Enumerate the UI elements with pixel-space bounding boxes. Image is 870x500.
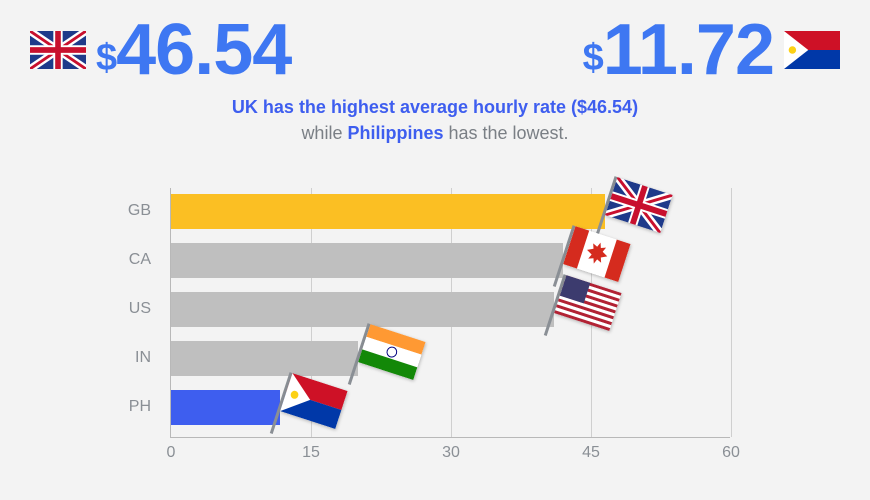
chart-plot-area: 015304560GB CA US IN PH: [170, 188, 730, 438]
caption: UK has the highest average hourly rate (…: [0, 94, 870, 146]
stat-high-value: $46.54: [96, 14, 291, 86]
bar: [171, 243, 563, 278]
gb-flag-icon: [601, 176, 674, 237]
stat-high: $46.54: [30, 14, 291, 86]
x-axis-label: 15: [302, 444, 320, 462]
x-axis-label: 0: [167, 444, 176, 462]
caption-line2: while Philippines has the lowest.: [0, 120, 870, 146]
ph-flag-icon: [276, 372, 349, 433]
bar-row: [171, 390, 280, 425]
stat-low-value: $11.72: [583, 14, 774, 86]
y-axis-label: US: [111, 300, 151, 318]
bar: [171, 390, 280, 425]
bar: [171, 341, 358, 376]
bar-row: [171, 243, 563, 278]
bar: [171, 194, 605, 229]
bar-row: [171, 194, 605, 229]
bar-row: [171, 292, 554, 327]
header-stats: $46.54 $11.72: [0, 0, 870, 86]
x-axis-label: 45: [582, 444, 600, 462]
caption-line1: UK has the highest average hourly rate (…: [0, 94, 870, 120]
y-axis-label: PH: [111, 398, 151, 416]
x-axis-label: 30: [442, 444, 460, 462]
hourly-rate-chart: 015304560GB CA US IN PH: [120, 170, 760, 490]
y-axis-label: GB: [111, 202, 151, 220]
y-axis-label: CA: [111, 251, 151, 269]
x-axis-label: 60: [722, 444, 740, 462]
y-axis-label: IN: [111, 349, 151, 367]
stat-low: $11.72: [583, 14, 840, 86]
bar: [171, 292, 554, 327]
in-flag-icon: [354, 323, 427, 384]
uk-flag-icon: [30, 31, 86, 69]
bar-row: [171, 341, 358, 376]
ph-flag-icon: [784, 31, 840, 69]
gridline: [731, 188, 732, 437]
